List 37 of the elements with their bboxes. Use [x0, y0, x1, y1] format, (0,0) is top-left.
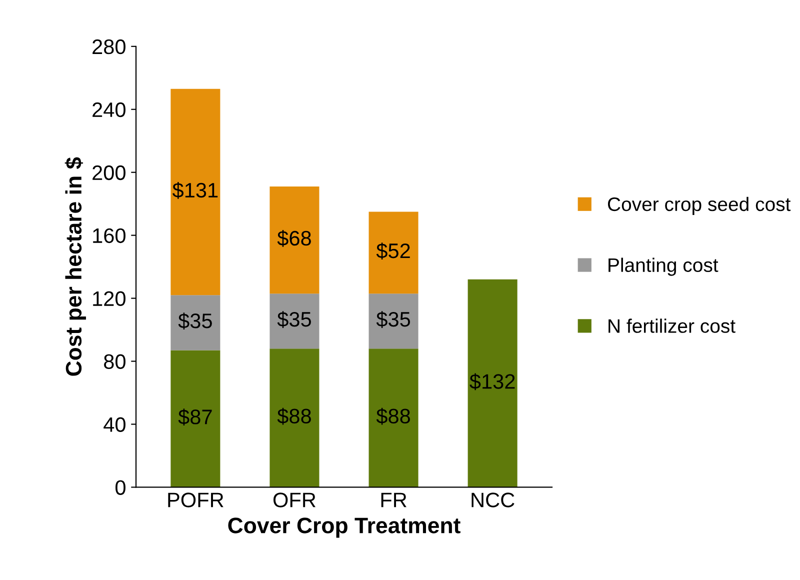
- legend-label: N fertilizer cost: [608, 318, 736, 333]
- y-tick-label: 0: [116, 480, 126, 495]
- bar: [368, 212, 418, 294]
- y-tick-label: 80: [104, 354, 126, 370]
- data-label: $88: [376, 408, 410, 425]
- data-label: $35: [277, 311, 311, 328]
- x-tick-label: POFR: [168, 492, 224, 508]
- bar: [368, 348, 418, 488]
- y-tick-label: 120: [93, 291, 126, 306]
- data-label: $132: [470, 373, 515, 390]
- data-label: $131: [172, 182, 218, 199]
- bar: [270, 186, 320, 294]
- data-label: $88: [277, 408, 311, 425]
- x-axis-title: Cover Crop Treatment: [228, 518, 460, 538]
- bar: [368, 294, 418, 349]
- x-tick-label: OFR: [273, 492, 316, 508]
- data-label: $87: [178, 408, 212, 426]
- x-tick-label: FR: [381, 492, 406, 508]
- data-label: $68: [277, 230, 311, 247]
- bar: [468, 279, 518, 488]
- data-label: $35: [376, 311, 410, 328]
- bar: [170, 350, 220, 488]
- y-tick-label: 40: [104, 417, 126, 432]
- y-tick-label: 200: [92, 165, 126, 180]
- bar: [270, 294, 320, 349]
- legend-label: Planting cost: [608, 258, 718, 276]
- bar: [270, 348, 320, 488]
- y-tick-label: 160: [93, 228, 126, 244]
- data-label: $52: [376, 242, 410, 260]
- legend-label: Cover crop seed cost: [608, 196, 791, 215]
- bar: [170, 295, 220, 350]
- bar: [170, 88, 220, 296]
- y-axis-title: Cost per hectare in $: [64, 157, 86, 376]
- y-tick-label: 280: [92, 39, 126, 54]
- y-tick-label: 240: [92, 102, 126, 118]
- data-label: $35: [178, 312, 212, 330]
- x-tick-label: NCC: [472, 492, 514, 508]
